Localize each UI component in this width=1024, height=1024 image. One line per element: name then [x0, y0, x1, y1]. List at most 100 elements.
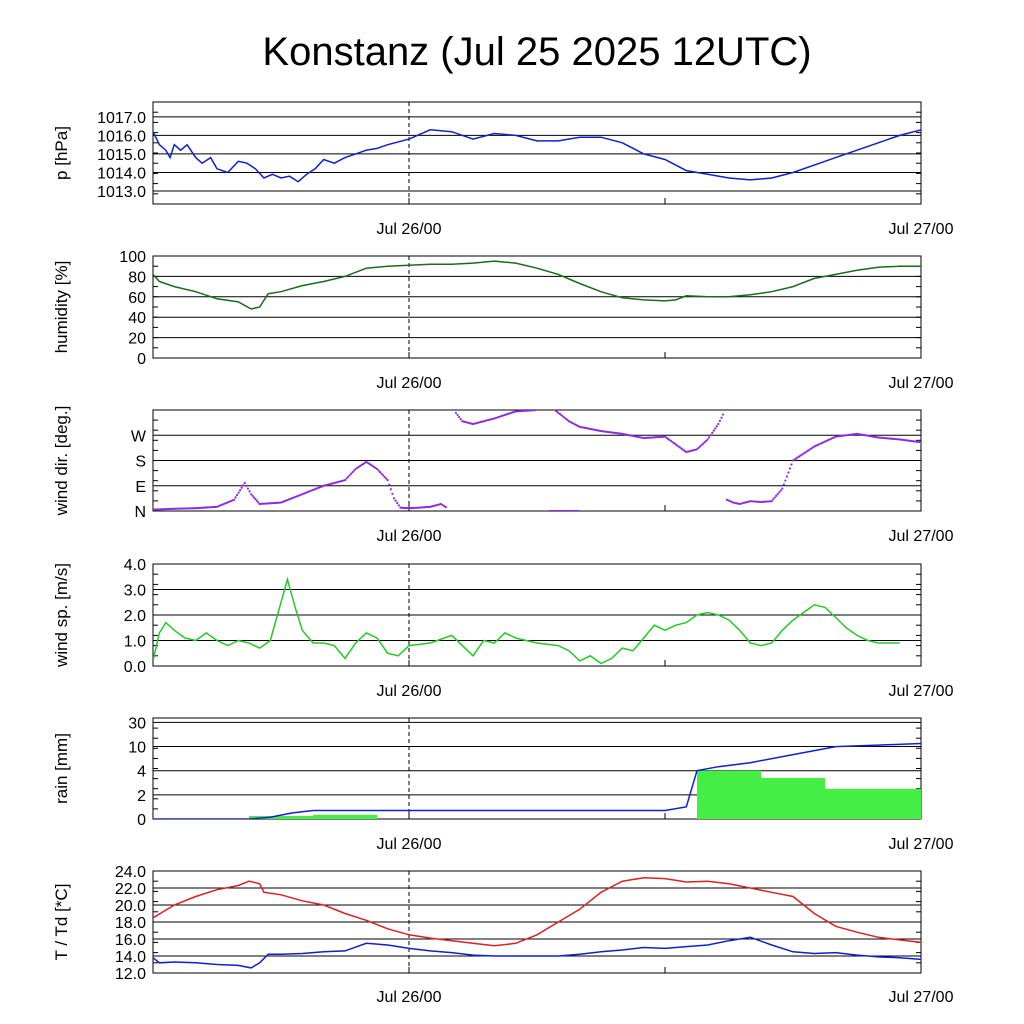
wind-dir-point	[938, 445, 940, 447]
wind-dir-point	[981, 451, 983, 453]
wind-dir-point	[671, 441, 674, 444]
y-tick-label: 0	[137, 812, 146, 829]
wind-dir-point	[682, 448, 685, 451]
wind-dir-point	[998, 453, 1000, 455]
y-tick-label: 60	[128, 290, 146, 307]
rain-bar	[761, 777, 825, 819]
y-tick-label: 2.0	[124, 608, 146, 625]
x-tick-label: Jul 27/00	[889, 528, 954, 545]
wind-dir-point	[669, 439, 673, 443]
y-tick-label: 14.0	[115, 949, 146, 966]
y-tick-label: 1016.0	[97, 128, 146, 145]
wind-dir-point	[705, 439, 708, 442]
y-tick-label: 1017.0	[97, 110, 146, 127]
wind-dir-point	[441, 503, 444, 507]
x-tick-label: Jul 27/00	[889, 989, 954, 1006]
y-tick-label: N	[134, 504, 146, 521]
wind-dir-point	[239, 489, 242, 492]
wind-dir-point	[929, 443, 931, 445]
wind-dir-point	[953, 448, 955, 450]
wind-dir-point	[668, 438, 671, 442]
series-group	[153, 576, 900, 665]
wind-dir-point	[677, 445, 680, 448]
wind-dir-point	[970, 451, 972, 453]
wind-dir-point	[781, 487, 784, 490]
x-tick-label: Jul 26/00	[377, 989, 442, 1006]
wind-dir-point	[788, 467, 792, 470]
wind-dir-point	[396, 501, 399, 505]
y-axis-label: wind dir. [deg.]	[52, 406, 71, 517]
wind-dir-point	[237, 491, 240, 494]
wind-dir-point	[250, 493, 253, 496]
wind-dir-point	[346, 475, 350, 479]
wind-dir-point	[251, 494, 254, 497]
wind-dir-point	[973, 451, 975, 453]
y-tick-label: W	[131, 428, 147, 445]
wind-dir-point	[383, 475, 386, 479]
wind-dir-point	[934, 444, 936, 446]
wind-dir-point	[924, 442, 926, 444]
wind-dir-point	[397, 504, 400, 507]
wind-dir-point	[937, 444, 939, 446]
wind-dir-point	[553, 410, 555, 411]
series-group	[153, 742, 921, 819]
y-axis-label: rain [mm]	[52, 733, 71, 804]
wind-dir-point	[666, 437, 670, 440]
wind-dir-point	[673, 442, 676, 445]
wind-dir-point	[674, 443, 677, 446]
wind-dir-point	[700, 443, 703, 447]
y-tick-label: E	[135, 479, 146, 496]
wind-dir-point	[439, 502, 443, 506]
wind-dir-point	[956, 449, 958, 451]
y-tick-label: 24.0	[115, 864, 146, 881]
x-tick-label: Jul 26/00	[377, 528, 442, 545]
wind-dir-point	[988, 452, 990, 454]
y-tick-label: 100	[119, 249, 146, 266]
y-tick-label: 20.0	[115, 898, 146, 915]
y-tick-label: 80	[128, 269, 146, 286]
wind-dir-point	[706, 438, 709, 441]
wind-dir-point	[926, 442, 928, 444]
wind-dir-point	[940, 445, 942, 447]
y-tick-label: 0.0	[124, 659, 146, 676]
wind-dir-point	[941, 445, 943, 447]
series-group	[153, 260, 921, 310]
y-tick-label: 16.0	[115, 932, 146, 949]
y-tick-label: 10	[128, 740, 146, 757]
wind-dir-point	[718, 419, 722, 422]
wind-dir-point	[955, 449, 957, 451]
wind-dir-point	[919, 441, 921, 444]
y-tick-label: 1013.0	[97, 184, 146, 201]
wind-dir-point	[534, 410, 537, 412]
wind-dir-point	[698, 445, 702, 448]
wind-dir-point	[960, 450, 962, 452]
wind-dir-point	[950, 448, 952, 450]
wind-dir-point	[711, 431, 714, 434]
wind-dir-point	[999, 453, 1001, 455]
y-axis-label: T / Td [*C]	[52, 884, 71, 961]
wind-dir-point	[676, 444, 679, 447]
series-line-pressure-0	[153, 129, 921, 183]
wind-dir-point	[987, 451, 989, 453]
y-tick-label: 1.0	[124, 634, 146, 651]
wind-dir-point	[985, 451, 987, 453]
y-axis-label: p [hPa]	[52, 126, 71, 180]
wind-dir-point	[772, 498, 775, 501]
wind-dir-point	[444, 506, 447, 509]
series-line-wind_speed-0	[153, 576, 900, 665]
wind-dir-point	[949, 447, 951, 449]
wind-dir-point	[990, 452, 992, 454]
wind-dir-point	[345, 477, 348, 480]
wind-dir-point	[697, 446, 700, 449]
wind-dir-point	[714, 427, 717, 430]
wind-dir-point	[232, 498, 236, 501]
y-tick-label: 3.0	[124, 583, 146, 600]
wind-dir-point	[234, 496, 237, 499]
wind-dir-point	[712, 429, 715, 432]
y-axis-label: wind sp. [m/s]	[52, 563, 71, 668]
wind-dir-point	[967, 451, 969, 453]
wind-dir-point	[932, 444, 934, 446]
